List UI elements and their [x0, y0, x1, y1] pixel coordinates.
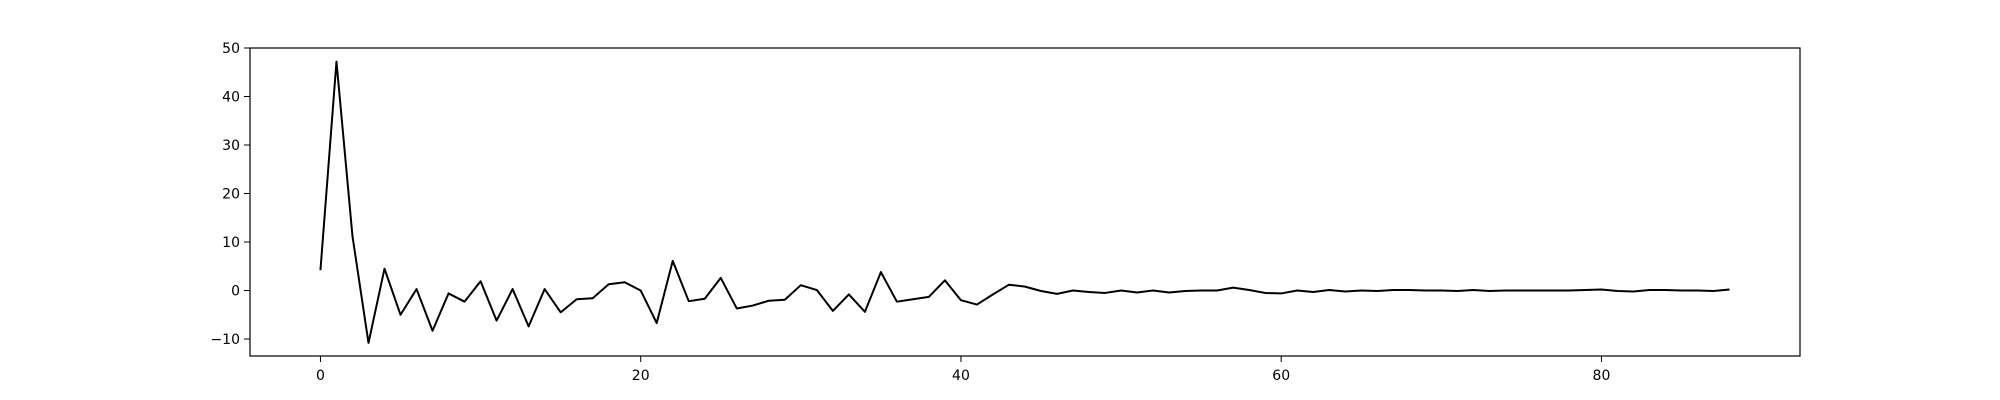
x-tick-label: 20: [632, 368, 650, 384]
x-tick-label: 80: [1593, 368, 1611, 384]
x-axis: 0 20 40 60 80: [316, 356, 1610, 384]
y-tick-label: 50: [222, 41, 240, 57]
y-axis: −10 0 10 20 30 40 50: [210, 41, 250, 348]
y-tick-label: 30: [222, 138, 240, 154]
x-tick-label: 0: [316, 368, 325, 384]
plot-area: [319, 60, 1730, 344]
x-tick-label: 60: [1272, 368, 1290, 384]
x-tick-label: 40: [952, 368, 970, 384]
y-tick-label: 20: [222, 187, 240, 203]
y-tick-label: −10: [210, 332, 240, 348]
axes-frame: [249, 47, 1801, 357]
y-tick-label: 10: [222, 235, 240, 251]
series-line: [319, 60, 1730, 344]
y-tick-label: 40: [222, 90, 240, 106]
y-tick-label: 0: [231, 284, 240, 300]
